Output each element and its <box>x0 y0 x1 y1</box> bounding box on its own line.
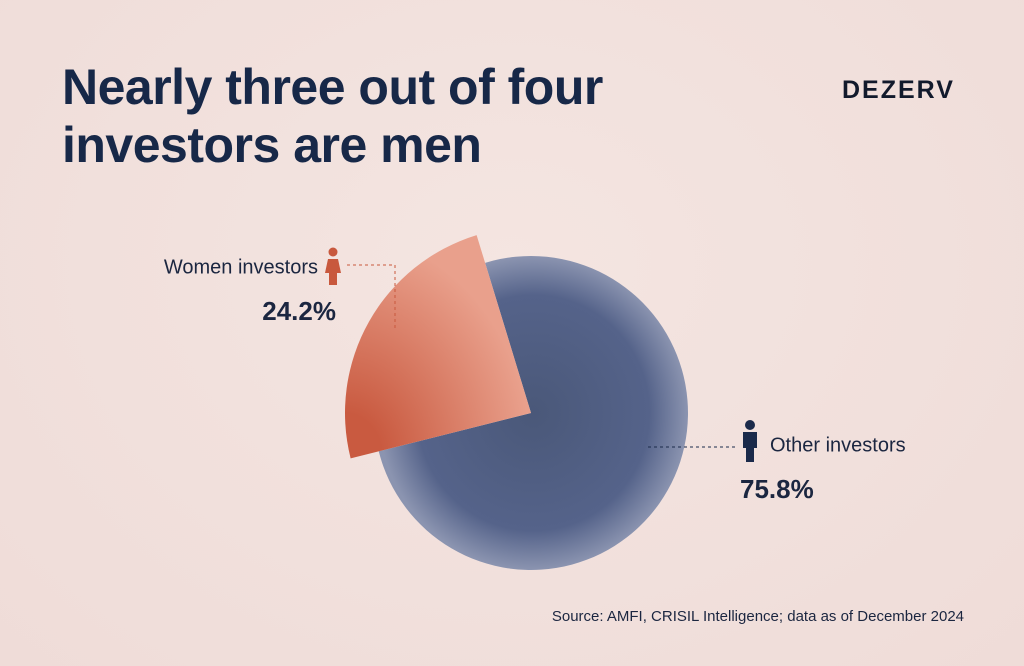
pie-slice <box>378 256 688 571</box>
woman-icon <box>325 247 341 285</box>
data-label: 75.8% <box>740 474 814 504</box>
brand-logo: DEZERV <box>842 76 955 104</box>
data-label: 24.2% <box>262 296 336 326</box>
chart-title: Nearly three out of four investors are m… <box>62 59 603 173</box>
man-icon <box>743 420 757 462</box>
leader-line <box>347 264 396 330</box>
legend-label: Other investors <box>770 434 906 456</box>
pie-slice <box>345 235 531 459</box>
source-note: Source: AMFI, CRISIL Intelligence; data … <box>551 608 964 625</box>
legend-label: Women investors <box>164 256 318 278</box>
